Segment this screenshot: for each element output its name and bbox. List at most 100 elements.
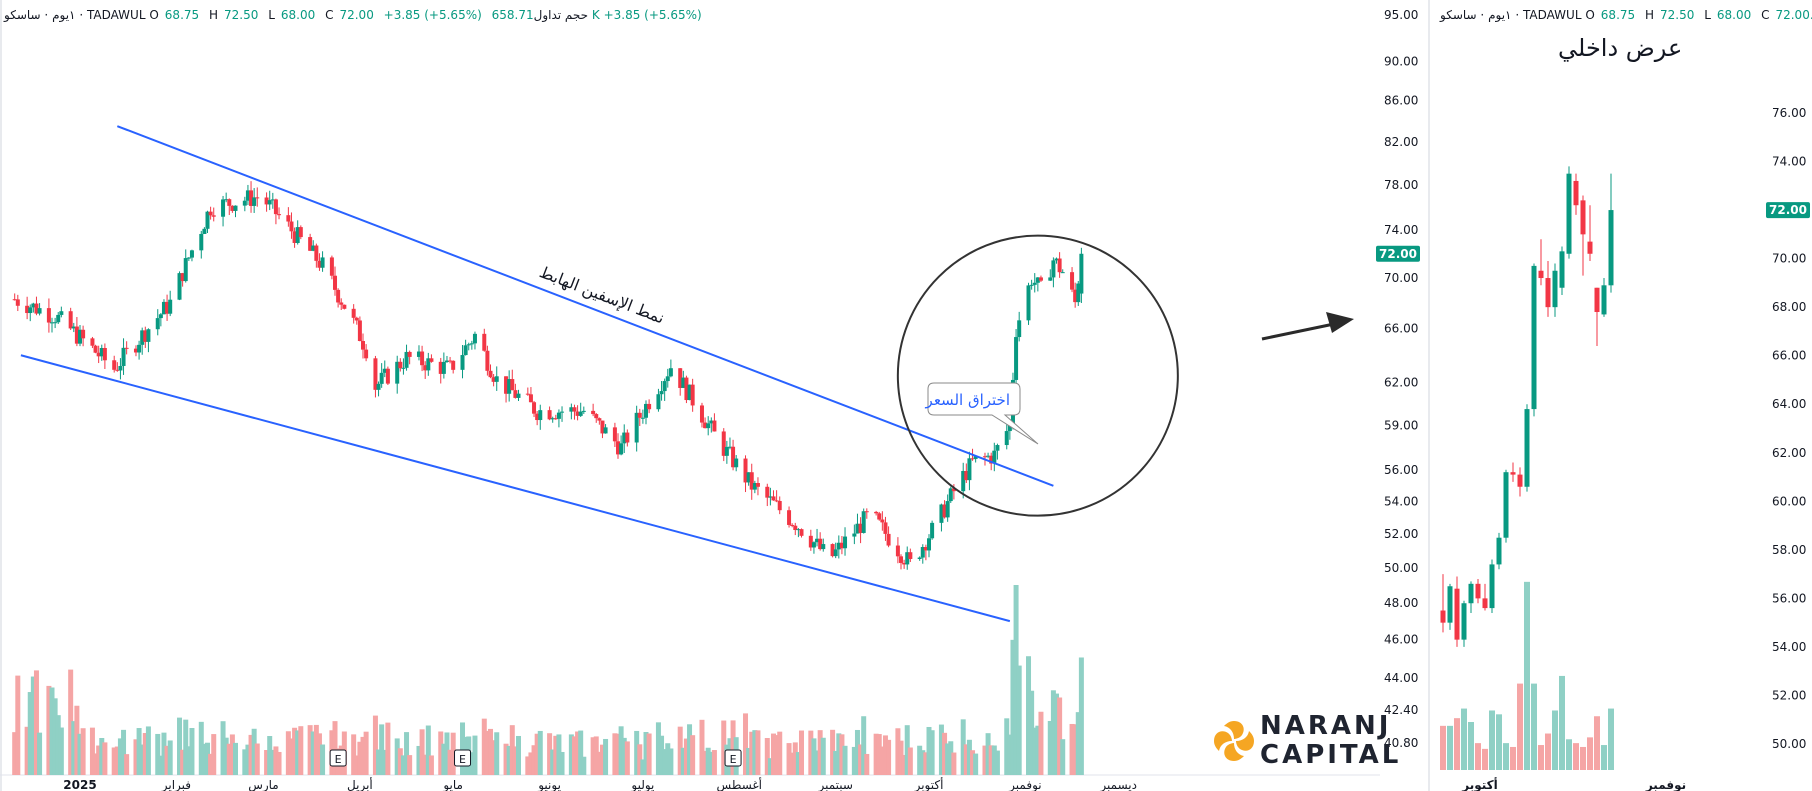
candle-body — [252, 197, 257, 206]
candle-body — [774, 500, 779, 502]
volume-bar — [376, 749, 382, 775]
volume-bar — [251, 728, 257, 775]
candle-body — [507, 379, 512, 394]
volume-bar — [646, 733, 652, 775]
candle-body — [684, 377, 689, 401]
price-tick-label: 40.80 — [1384, 736, 1418, 750]
volume-bar — [721, 720, 727, 775]
candle-body — [951, 488, 956, 492]
volume-bar — [357, 741, 363, 775]
candle-body — [199, 233, 204, 251]
volume-bar — [332, 721, 338, 775]
inset-price-tick-label: 50.00 — [1772, 737, 1806, 751]
volume-bar — [708, 751, 714, 775]
candle-body — [488, 370, 493, 378]
inset-candle-series — [1440, 166, 1614, 647]
candle-body — [964, 470, 969, 481]
candle-body — [423, 365, 428, 371]
volume-bar — [372, 715, 378, 775]
volume-bar — [111, 747, 117, 775]
candle-body — [1070, 272, 1075, 290]
price-tick-label: 62.00 — [1384, 376, 1418, 390]
volume-bar — [379, 724, 385, 775]
inset-volume-bar — [1440, 725, 1446, 770]
volume-bar — [730, 720, 736, 775]
inset-arrow — [1261, 312, 1354, 341]
inset-volume-bar — [1524, 581, 1530, 770]
candle-body — [765, 486, 770, 498]
candle-body — [709, 420, 714, 424]
price-tick-label: 48.00 — [1384, 596, 1418, 610]
inset-volume-bar — [1475, 743, 1481, 770]
candle-body — [180, 273, 185, 282]
volume-bar — [771, 733, 777, 775]
volume-bar — [183, 719, 189, 775]
volume-bar — [102, 742, 108, 775]
inset-volume-bar — [1608, 708, 1614, 770]
inset-candle-body — [1482, 598, 1488, 609]
volume-bar — [460, 722, 466, 775]
candle-body — [357, 320, 362, 342]
volume-bar — [1050, 690, 1056, 775]
candle-body — [491, 377, 496, 382]
volume-bar — [895, 728, 901, 775]
candle-body — [78, 329, 82, 344]
volume-bar — [80, 728, 86, 775]
volume-bar — [795, 752, 801, 775]
volume-bar — [161, 732, 167, 775]
inset-volume-bar — [1447, 725, 1453, 770]
candle-body — [908, 552, 913, 559]
inset-last-price-badge: 72.00 — [1766, 202, 1810, 219]
volume-change: +3.85 (+5.65%) — [603, 8, 702, 22]
volume-label: حجم تداول — [533, 8, 589, 22]
inset-candle-body — [1510, 472, 1516, 475]
volume-bar — [220, 721, 226, 775]
candle-body — [133, 348, 138, 353]
volume-bar — [397, 748, 403, 775]
candle-body — [28, 307, 33, 314]
candle-body — [538, 410, 543, 421]
volume-bar — [121, 729, 127, 775]
naranj-capital-logo: NARANJ CAPITAL — [1212, 712, 1398, 770]
volume-bar — [201, 743, 207, 775]
volume-bar — [428, 755, 434, 775]
volume-bar — [547, 733, 553, 775]
candle-body — [441, 361, 446, 374]
volume-bar — [907, 747, 913, 775]
interval[interactable]: ١يوم — [52, 8, 76, 22]
volume-bar — [525, 756, 531, 775]
candle-body — [1051, 260, 1056, 278]
candle-body — [603, 427, 608, 434]
candle-body — [796, 529, 801, 531]
badge-bg — [1766, 202, 1810, 219]
candle-body — [855, 523, 860, 534]
candle-body — [115, 369, 120, 371]
volume-bar — [363, 731, 369, 775]
price-tick-label: 52.00 — [1384, 527, 1418, 541]
symbol-name[interactable]: ساسكو — [4, 8, 41, 22]
volume-bar — [1013, 585, 1019, 775]
volume-bar — [743, 713, 749, 775]
volume-bar — [755, 730, 761, 775]
candle-body — [99, 347, 104, 357]
candle-body — [668, 368, 673, 377]
volume-bar — [1004, 718, 1010, 775]
inset-symbol-name[interactable]: ساسكو — [1440, 8, 1477, 22]
inset-interval[interactable]: ١يوم — [1488, 8, 1512, 22]
volume-bar — [313, 724, 319, 775]
time-tick-label: أكتوبر — [914, 777, 944, 791]
volume-bar — [960, 719, 966, 775]
time-tick-label: يونيو — [537, 778, 561, 791]
volume-bar — [124, 754, 130, 775]
candle-body — [451, 360, 456, 370]
volume-bar — [556, 734, 562, 775]
inset-price-tick-label: 62.00 — [1772, 446, 1806, 460]
candle-body — [939, 504, 944, 523]
volume-bar — [559, 751, 565, 775]
volume-value: 658.71 K — [491, 8, 600, 22]
badge-label: 72.00 — [1769, 203, 1807, 217]
inset-volume-bar — [1503, 743, 1509, 770]
volume-bar — [295, 730, 301, 775]
